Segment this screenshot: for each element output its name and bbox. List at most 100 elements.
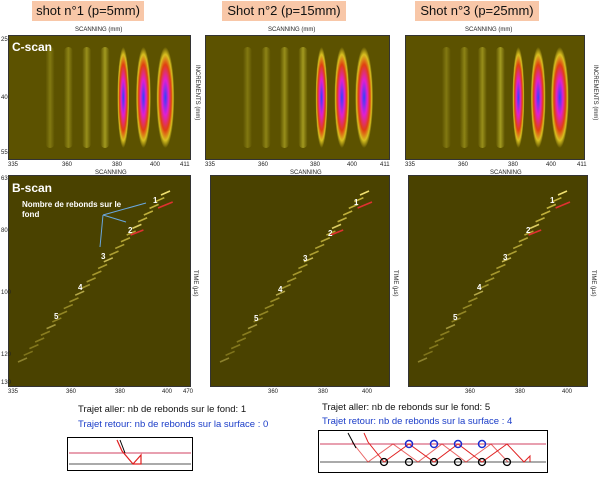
bounce-label-5: 5 bbox=[453, 313, 458, 322]
annotation-arrow bbox=[102, 202, 147, 216]
cscan-stripe bbox=[530, 47, 546, 148]
bscan-ytick: 100 bbox=[1, 290, 12, 296]
bscan-echo bbox=[479, 283, 489, 290]
bscan-echo bbox=[17, 357, 28, 363]
bscan-echo bbox=[456, 310, 467, 316]
header-shot-1: shot n°1 (p=5mm) bbox=[32, 1, 144, 21]
cscan-stripe bbox=[156, 47, 175, 148]
bscan-echo bbox=[264, 303, 275, 310]
bscan-echo bbox=[143, 210, 154, 216]
annotation-arrow bbox=[102, 214, 127, 223]
cscan-xtick: 411 bbox=[380, 162, 390, 168]
cscan-xtick: 360 bbox=[62, 162, 73, 168]
bscan-echo bbox=[80, 283, 91, 290]
bscan-echo bbox=[29, 343, 39, 350]
bscan-echo bbox=[428, 343, 439, 350]
cscan-top-axis-3: SCANNING (mm) bbox=[465, 27, 513, 33]
bscan-echo bbox=[154, 196, 165, 203]
bscan-echo bbox=[51, 317, 62, 323]
cscan-stripe bbox=[512, 47, 525, 148]
cscan-stripe bbox=[45, 47, 55, 148]
bounce-label-3: 3 bbox=[101, 252, 106, 261]
bounce-label-4: 4 bbox=[477, 283, 482, 292]
cscan-heatmap-1 bbox=[8, 35, 191, 160]
bscan-echo bbox=[137, 216, 148, 223]
bscan-echo bbox=[348, 203, 359, 210]
bscan-xtick: 380 bbox=[515, 389, 526, 395]
bscan-xtick: 470 bbox=[183, 389, 194, 395]
cscan-stripe bbox=[100, 47, 110, 148]
bscan-right-axis-2: TIME (µs) bbox=[392, 270, 398, 297]
bscan-echo bbox=[149, 203, 159, 210]
cscan-xtick: 411 bbox=[577, 162, 587, 168]
bscan-echo-highlight bbox=[555, 201, 571, 209]
bscan-xtick: 380 bbox=[115, 389, 126, 395]
bscan-xtick: 360 bbox=[268, 389, 279, 395]
bscan-echo-highlight bbox=[357, 201, 373, 209]
bscan-echo bbox=[230, 343, 241, 350]
bscan-echo bbox=[74, 290, 85, 296]
bscan-echo bbox=[535, 216, 545, 223]
cscan-heatmap-2 bbox=[205, 35, 390, 160]
cscan-right-axis-3: INCREMENTS (mm) bbox=[592, 65, 598, 121]
cscan-stripe bbox=[261, 47, 271, 148]
path-diagram-2 bbox=[318, 430, 548, 473]
caption-left-aller: Trajet aller: nb de rebonds sur le fond:… bbox=[78, 404, 247, 415]
bscan-echo bbox=[524, 230, 534, 236]
cscan-stripe bbox=[477, 47, 487, 148]
bscan-echo bbox=[40, 330, 51, 337]
bscan-echo bbox=[512, 243, 523, 250]
cscan-xtick: 335 bbox=[8, 162, 19, 168]
bscan-xtick: 335 bbox=[8, 389, 19, 395]
bscan-panel-2 bbox=[210, 175, 390, 387]
caption-right-aller: Trajet aller: nb de rebonds sur le fond:… bbox=[322, 402, 491, 413]
bscan-echo bbox=[440, 330, 450, 337]
cscan-panel-3 bbox=[405, 35, 585, 160]
bscan-echo bbox=[286, 277, 297, 283]
cscan-xtick: 335 bbox=[205, 162, 216, 168]
bscan-echo bbox=[292, 270, 303, 276]
cscan-stripe bbox=[63, 47, 73, 148]
bscan-echo-highlight bbox=[130, 229, 144, 236]
bscan-panel-1 bbox=[8, 175, 191, 387]
bscan-echo bbox=[423, 350, 433, 357]
bscan-echo bbox=[359, 190, 370, 196]
bscan-echo bbox=[417, 357, 428, 363]
cscan-bottom-axis-1: SCANNING bbox=[95, 170, 127, 176]
bscan-label: B-scan bbox=[12, 181, 53, 195]
cscan-stripe bbox=[459, 47, 469, 148]
bscan-note: Nombre de rebonds sur le fond bbox=[22, 200, 122, 219]
cscan-xtick: 400 bbox=[150, 162, 161, 168]
cscan-xtick: 400 bbox=[546, 162, 557, 168]
cscan-stripe bbox=[441, 47, 451, 148]
caption-right-retour: Trajet retour: nb de rebonds sur la surf… bbox=[322, 416, 513, 427]
cscan-panel-1 bbox=[8, 35, 191, 160]
bscan-echo bbox=[501, 257, 512, 263]
bscan-echo bbox=[473, 290, 484, 296]
bscan-echo bbox=[445, 323, 456, 330]
bscan-echo bbox=[320, 237, 331, 243]
bscan-echo bbox=[303, 257, 314, 263]
bscan-echo bbox=[309, 250, 319, 256]
cscan-xtick: 335 bbox=[405, 162, 416, 168]
bscan-echo bbox=[354, 196, 364, 203]
header-shot-3: Shot n°3 (p=25mm) bbox=[415, 1, 539, 21]
path-diagram-1 bbox=[67, 437, 193, 471]
bounce-label-2: 2 bbox=[328, 229, 333, 238]
bscan-echo bbox=[507, 250, 517, 256]
annotation-arrow bbox=[99, 214, 104, 248]
bscan-echo bbox=[97, 263, 108, 270]
cscan-stripe bbox=[280, 47, 290, 148]
bscan-echo bbox=[281, 283, 291, 290]
bscan-echo bbox=[63, 303, 74, 310]
bscan-echo bbox=[331, 223, 342, 230]
bscan-echo bbox=[160, 190, 171, 196]
bscan-ytick: 130 bbox=[1, 380, 12, 386]
bscan-xtick: 380 bbox=[318, 389, 329, 395]
bounce-label-3: 3 bbox=[303, 254, 308, 263]
bscan-xtick: 400 bbox=[362, 389, 373, 395]
bscan-echo bbox=[23, 350, 34, 357]
bounce-label-1: 1 bbox=[153, 196, 158, 205]
bscan-right-axis-3: TIME (µs) bbox=[590, 270, 596, 297]
bounce-label-2: 2 bbox=[128, 226, 133, 235]
